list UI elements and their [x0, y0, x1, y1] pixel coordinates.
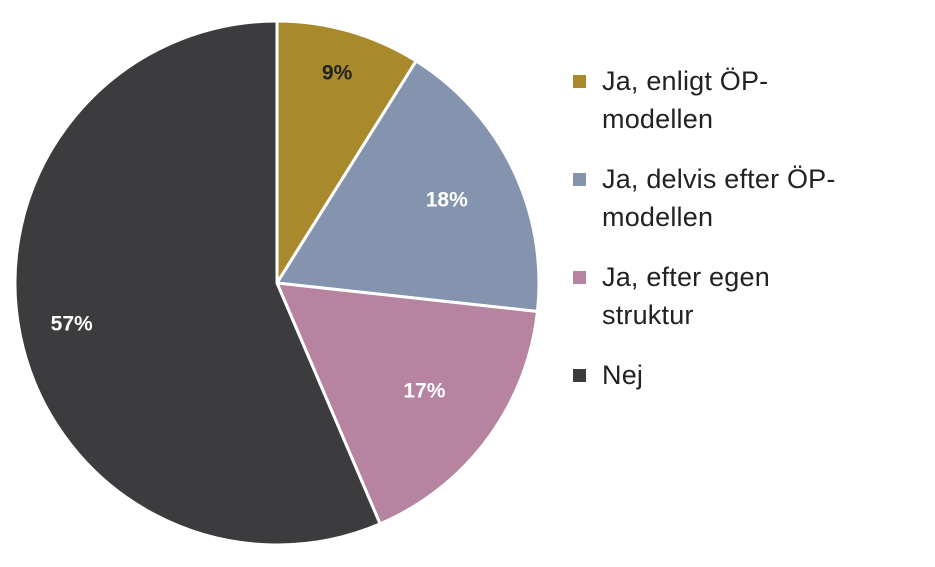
- legend: Ja, enligt ÖP-modellen Ja, delvis efter …: [573, 62, 923, 416]
- data-label-ja-egen: 17%: [403, 380, 445, 403]
- legend-label-nej: Nej: [602, 360, 644, 390]
- pie-slice-ja-egen: [275, 281, 539, 526]
- legend-label-ja-egen: Ja, efter egen struktur: [602, 262, 770, 330]
- legend-label-ja-delvis: Ja, delvis efter ÖP-modellen: [602, 164, 836, 232]
- data-label-ja-enligt: 9%: [322, 62, 353, 85]
- legend-item-nej: Nej: [573, 356, 923, 394]
- legend-item-ja-delvis: Ja, delvis efter ÖP-modellen: [573, 160, 923, 236]
- data-label-ja-delvis: 18%: [426, 188, 468, 211]
- legend-label-ja-enligt: Ja, enligt ÖP-modellen: [602, 66, 769, 134]
- legend-swatch-nej: [573, 369, 586, 382]
- legend-swatch-ja-delvis: [573, 173, 586, 186]
- data-label-nej: 57%: [51, 313, 93, 336]
- pie-slice-ja-enligt: [275, 19, 418, 285]
- legend-swatch-ja-enligt: [573, 75, 586, 88]
- pie-slice-nej: [13, 19, 382, 547]
- legend-swatch-ja-egen: [573, 271, 586, 284]
- pie-slice-ja-delvis: [275, 59, 541, 313]
- legend-item-ja-enligt: Ja, enligt ÖP-modellen: [573, 62, 923, 138]
- pie-plot-area: 9% 18% 17% 57%: [13, 19, 541, 547]
- legend-item-ja-egen: Ja, efter egen struktur: [573, 258, 923, 334]
